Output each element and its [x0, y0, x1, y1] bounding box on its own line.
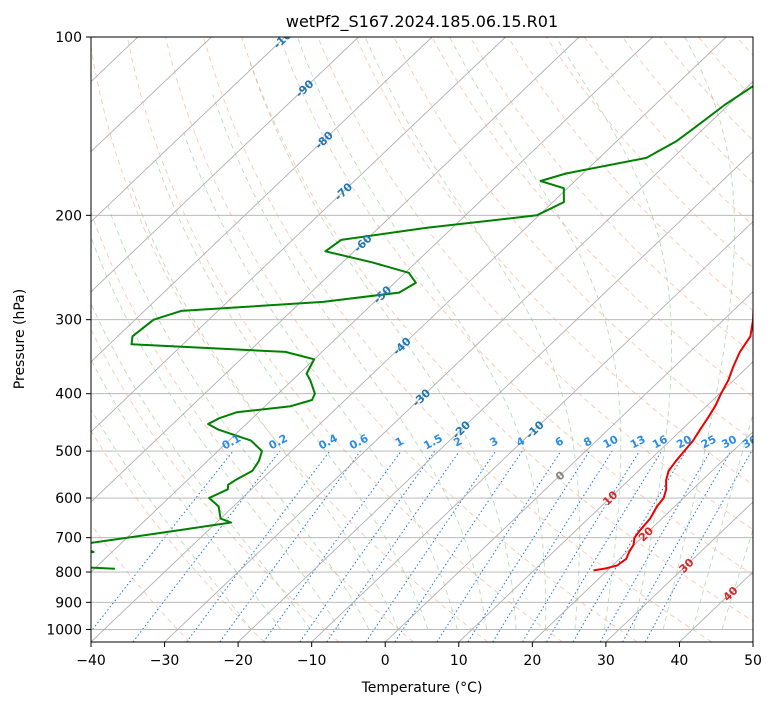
y-tick-label: 900: [55, 595, 82, 611]
isotherm-line: [532, 431, 753, 642]
x-tick-label: 40: [671, 653, 689, 669]
y-tick-label: 400: [55, 387, 82, 403]
plot-frame: [90, 36, 754, 643]
y-tick-label: 100: [55, 30, 82, 46]
y-axis-label: Pressure (hPa): [12, 289, 28, 389]
dry-adiabat: [355, 37, 753, 486]
mixing-ratio-label: 13: [628, 433, 648, 452]
x-tick-label: 50: [744, 653, 762, 669]
mixing-ratio-label: 36: [740, 433, 760, 452]
isobar-gridlines: [91, 37, 753, 630]
mixing-ratio-label: 30: [719, 433, 739, 452]
isotherm-line: [91, 37, 580, 503]
sounding-profiles: [91, 84, 753, 572]
x-tick-label: −30: [150, 653, 180, 669]
x-tick-label: 30: [597, 653, 615, 669]
moist-adiabat: [183, 132, 458, 630]
dry-adiabat: [165, 37, 638, 642]
x-tick-label: 0: [381, 653, 390, 669]
mixing-ratio-line: [622, 450, 732, 642]
isotherm-line: [91, 37, 727, 642]
y-tick-label: 800: [55, 565, 82, 581]
moist-adiabat: [662, 37, 735, 630]
y-tick-label: 700: [55, 531, 82, 547]
isotherm-line: [91, 37, 212, 153]
dry-adiabat: [507, 37, 753, 312]
y-tick-label: 1000: [46, 622, 82, 638]
mixing-ratio-label: 25: [699, 433, 719, 452]
isotherm-line: [237, 151, 753, 642]
x-tick-label: 10: [450, 653, 468, 669]
moist-adiabat: [249, 61, 517, 630]
moist-adiabats: [91, 37, 753, 630]
isotherm-line: [384, 291, 753, 642]
mixing-ratio-label: 10: [601, 433, 621, 452]
mixing-ratio-label: 20: [674, 433, 694, 452]
y-tick-label: 300: [55, 313, 82, 329]
isotherm-line: [458, 361, 753, 642]
isotherm-line: [164, 80, 753, 642]
dry-adiabat: [393, 37, 753, 442]
isotherm-line: [311, 221, 753, 642]
moist-adiabat: [297, 37, 547, 630]
mixing-ratio-line: [436, 450, 562, 642]
y-axis: 100 200 300 400 500 600 700 800 900 1000: [46, 30, 91, 638]
y-tick-label: 200: [55, 208, 82, 224]
x-tick-label: −10: [297, 653, 327, 669]
mixing-ratio-line: [365, 450, 497, 642]
isotherm-line: [91, 37, 506, 433]
dry-adiabat: [203, 37, 713, 642]
isotherm-line: [91, 37, 654, 573]
x-tick-label: 20: [523, 653, 541, 669]
plot-area: -100-90-80-70-60-50-40-30-20 -10010203040…: [91, 37, 760, 642]
mixing-ratio-line: [263, 450, 402, 642]
mixing-ratio-label: 16: [650, 433, 670, 452]
x-axis-label: Temperature (°C): [361, 680, 483, 696]
isotherm-line: [605, 501, 753, 642]
moist-adiabat: [91, 358, 282, 630]
moist-adiabat: [106, 201, 370, 630]
moist-adiabat: [364, 37, 581, 630]
isotherm-line: [91, 37, 359, 293]
temperature-profile: [593, 306, 753, 572]
y-tick-label: 600: [55, 491, 82, 507]
x-tick-label: −40: [76, 653, 106, 669]
dry-adiabat: [91, 523, 191, 642]
moist-adiabat: [212, 94, 488, 630]
dry-adiabat: [91, 211, 414, 642]
mixing-ratio-line: [467, 450, 590, 642]
mixing-ratio-line: [326, 450, 460, 642]
isotherm-gridlines: [91, 37, 753, 642]
moist-adiabat: [555, 37, 673, 630]
dry-adiabats: [91, 37, 753, 642]
x-tick-label: −20: [223, 653, 253, 669]
isotherm-line: [91, 37, 433, 363]
y-tick-label: 500: [55, 444, 82, 460]
mixing-ratio-line: [186, 450, 331, 642]
dewpoint-profile: [91, 84, 753, 570]
chart-title: wetPf2_S167.2024.185.06.15.R01: [286, 12, 558, 32]
dry-adiabat: [91, 44, 489, 642]
x-axis: −40 −30 −20 −10 0 10 20 30 40 50: [76, 642, 762, 669]
mixing-ratio-line: [299, 450, 436, 642]
dry-adiabat: [431, 37, 753, 398]
mixing-ratio-line: [219, 450, 361, 642]
moist-adiabat: [449, 37, 622, 630]
isotherm-line: [91, 37, 286, 223]
mixing-ratio-line: [522, 450, 640, 642]
